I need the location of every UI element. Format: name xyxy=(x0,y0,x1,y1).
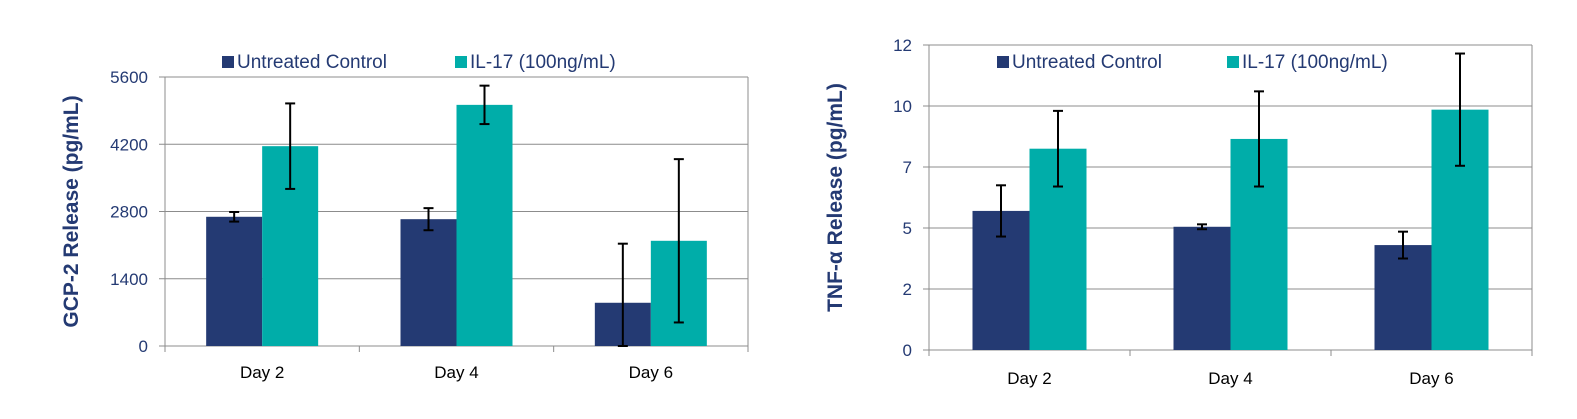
y-tick-label: 1400 xyxy=(110,270,148,289)
y-tick-label: 12 xyxy=(893,36,912,55)
x-tick-label: Day 6 xyxy=(629,363,673,382)
x-tick-label: Day 2 xyxy=(1007,369,1051,388)
bar xyxy=(400,219,457,346)
y-tick-label: 0 xyxy=(139,337,148,356)
legend-label: Untreated Control xyxy=(237,52,387,73)
x-tick-label: Day 4 xyxy=(434,363,478,382)
y-tick-label: 2 xyxy=(903,280,912,299)
y-axis-label: GCP-2 Release (pg/mL) xyxy=(60,95,83,327)
legend-swatch xyxy=(222,56,234,68)
bar xyxy=(456,104,513,346)
x-tick-label: Day 4 xyxy=(1208,369,1252,388)
legend-swatch xyxy=(1227,56,1239,68)
bar xyxy=(1374,245,1432,350)
y-tick-label: 5 xyxy=(903,219,912,238)
legend-swatch xyxy=(997,56,1009,68)
y-tick-label: 5600 xyxy=(110,68,148,87)
y-tick-label: 2800 xyxy=(110,203,148,222)
legend-label: IL-17 (100ng/mL) xyxy=(1242,52,1388,73)
x-tick-label: Day 6 xyxy=(1409,369,1453,388)
y-axis-label: TNF-α Release (pg/mL) xyxy=(824,83,847,312)
y-tick-label: 7 xyxy=(903,158,912,177)
bar xyxy=(1173,226,1231,350)
legend-swatch xyxy=(455,56,467,68)
x-tick-label: Day 2 xyxy=(240,363,284,382)
legend-label: Untreated Control xyxy=(1012,52,1162,73)
y-tick-label: 4200 xyxy=(110,135,148,154)
y-tick-label: 10 xyxy=(893,97,912,116)
bar xyxy=(206,216,263,346)
y-tick-label: 0 xyxy=(903,341,912,360)
legend-label: IL-17 (100ng/mL) xyxy=(470,52,616,73)
